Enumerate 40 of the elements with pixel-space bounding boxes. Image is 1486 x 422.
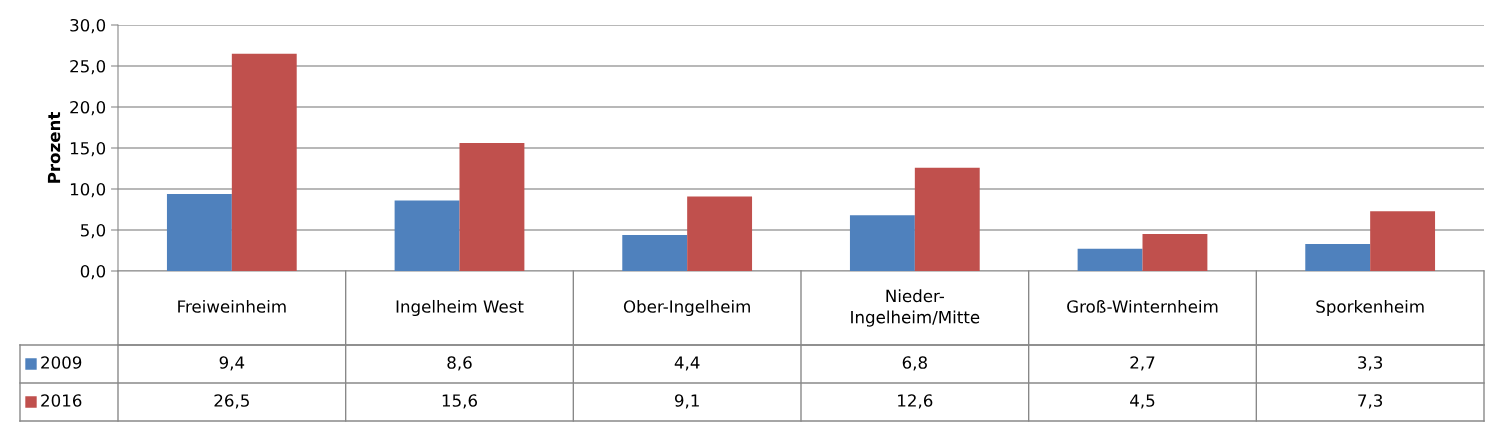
data-label: 4,4 <box>674 356 700 371</box>
bar <box>622 234 688 271</box>
x-tick-label: Ober-Ingelheim <box>623 299 750 317</box>
x-tick-label: Nieder- Ingelheim/Mitte <box>851 289 980 327</box>
bar <box>687 196 753 271</box>
y-tick-label: 5,0 <box>80 223 106 239</box>
x-tick-label: Sporkenheim <box>1316 299 1424 317</box>
data-label: 2,7 <box>1130 356 1155 371</box>
legend-label: 2016 <box>41 394 82 407</box>
data-label: 6,8 <box>902 356 927 371</box>
y-tick-label: 25,0 <box>70 59 106 75</box>
data-label: 26,5 <box>214 394 249 409</box>
data-label: 8,6 <box>447 356 472 371</box>
data-label: 9,4 <box>219 356 245 371</box>
y-axis-title: Prozent <box>47 112 61 183</box>
data-label: 12,6 <box>898 394 933 409</box>
x-tick-label: Groß-Winternheim <box>1067 299 1218 313</box>
y-tick-label: 0,0 <box>80 264 106 280</box>
bar <box>1370 211 1436 271</box>
y-tick-label: 15,0 <box>70 141 106 157</box>
data-label: 4,5 <box>1130 394 1155 409</box>
y-tick-label: 10,0 <box>70 182 106 198</box>
bar <box>1077 248 1143 271</box>
x-tick-label: Ingelheim West <box>396 299 524 317</box>
y-tick-label: 20,0 <box>70 100 106 116</box>
bar <box>914 167 980 271</box>
legend-label: 2009 <box>41 356 82 369</box>
bar <box>459 143 525 271</box>
bar <box>394 200 460 271</box>
bar <box>166 193 232 271</box>
y-tick-label: 30,0 <box>70 18 106 34</box>
data-label: 9,1 <box>674 394 699 409</box>
bar <box>1142 234 1208 271</box>
data-label: 7,3 <box>1358 394 1383 409</box>
bar <box>231 53 297 271</box>
data-label: 3,3 <box>1358 356 1383 371</box>
bar <box>1305 243 1371 271</box>
bar <box>849 215 915 271</box>
data-label: 15,6 <box>442 394 478 409</box>
x-tick-label: Freiweinheim <box>178 299 286 313</box>
